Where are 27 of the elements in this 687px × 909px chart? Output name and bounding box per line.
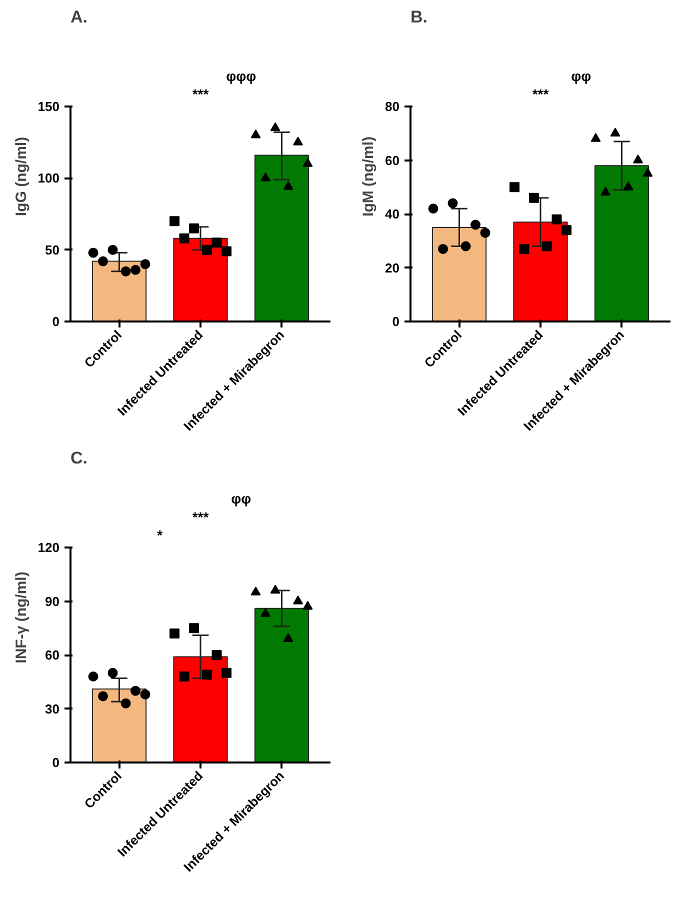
chart-title: C. <box>70 448 88 468</box>
y-tick-label: 0 <box>52 755 60 770</box>
y-axis-title: INF-γ (ng/ml) <box>12 572 30 664</box>
y-axis-title: IgM (ng/ml) <box>360 136 378 216</box>
text: φφ <box>571 68 592 84</box>
text: *** <box>192 86 210 102</box>
y-tick-label: 0 <box>392 314 400 329</box>
chart-title: A. <box>70 8 88 26</box>
y-tick-label: 60 <box>45 648 60 662</box>
y-tick-label: 100 <box>38 170 60 186</box>
y-tick-label: 40 <box>385 206 400 222</box>
y-tick-label: 80 <box>385 99 400 114</box>
y-tick-label: 0 <box>52 314 60 329</box>
y-tick-label: 30 <box>45 701 60 716</box>
y-tick-label: 20 <box>385 260 400 276</box>
y-tick-label: 50 <box>45 242 60 258</box>
y-tick-label: 60 <box>385 152 400 168</box>
y-tick-label: 120 <box>38 540 60 555</box>
y-axis-title: IgG (ng/ml) <box>12 136 30 216</box>
y-tick-label: 150 <box>38 99 60 114</box>
text: φφφ <box>226 68 256 84</box>
chart-title: B. <box>410 8 428 26</box>
text: *** <box>192 508 210 525</box>
text: *** <box>532 86 550 102</box>
text: φφ <box>231 490 252 507</box>
y-tick-label: 90 <box>45 594 60 609</box>
text: * <box>157 527 164 544</box>
